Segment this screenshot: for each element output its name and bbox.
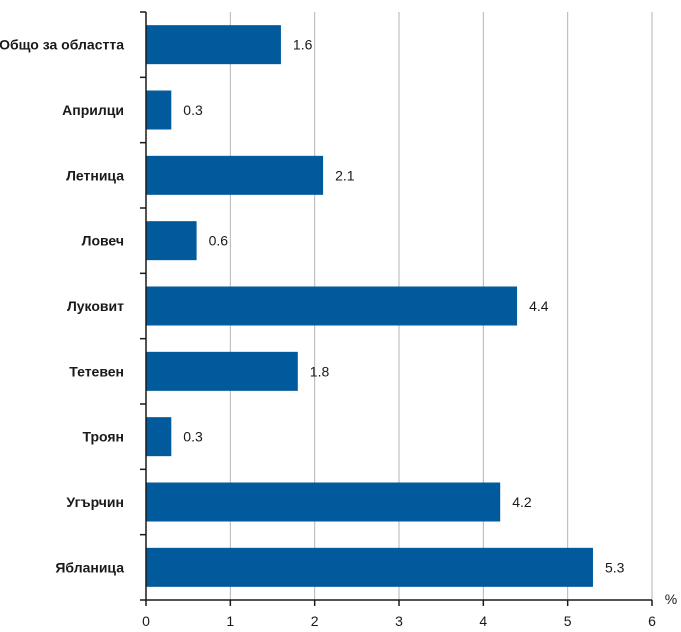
labels: Общо за областта 1.6 Априлци 0.3 Летница 2.1 Л… (0, 37, 656, 629)
data-label-4: 4.4 (529, 298, 549, 314)
data-label-7: 4.2 (512, 494, 532, 510)
category-label-8: Ябланица (55, 559, 124, 575)
category-label-0: Общо за областта (0, 37, 124, 53)
data-label-8: 5.3 (605, 559, 625, 575)
x-tick-label-1: 1 (226, 613, 234, 629)
bar-0 (146, 25, 281, 65)
bar-2 (146, 155, 324, 195)
category-label-1: Априлци (62, 102, 124, 118)
category-label-7: Угърчин (66, 494, 124, 510)
data-label-0: 1.6 (293, 37, 313, 53)
bar-6 (146, 417, 172, 457)
category-label-3: Ловеч (82, 233, 124, 249)
bar-7 (146, 482, 501, 522)
category-label-2: Летница (66, 167, 124, 183)
bar-8 (146, 547, 593, 587)
axes (140, 11, 653, 606)
x-tick-label-4: 4 (479, 613, 487, 629)
bar-3 (146, 221, 197, 261)
bar-1 (146, 90, 172, 130)
x-tick-label-2: 2 (311, 613, 319, 629)
data-label-1: 0.3 (183, 102, 203, 118)
x-tick-label-6: 6 (648, 613, 656, 629)
category-label-5: Тетевен (69, 363, 124, 379)
category-label-6: Троян (82, 429, 124, 445)
data-label-2: 2.1 (335, 167, 355, 183)
bar-4 (146, 286, 518, 326)
x-tick-label-3: 3 (395, 613, 403, 629)
data-label-6: 0.3 (183, 429, 203, 445)
data-label-5: 1.8 (310, 363, 330, 379)
x-tick-label-5: 5 (564, 613, 572, 629)
x-tick-label-0: 0 (142, 613, 150, 629)
bars (146, 25, 593, 587)
x-axis-unit: % (665, 591, 677, 607)
data-label-3: 0.6 (209, 233, 229, 249)
bar-5 (146, 351, 298, 391)
category-label-4: Луковит (67, 298, 124, 314)
